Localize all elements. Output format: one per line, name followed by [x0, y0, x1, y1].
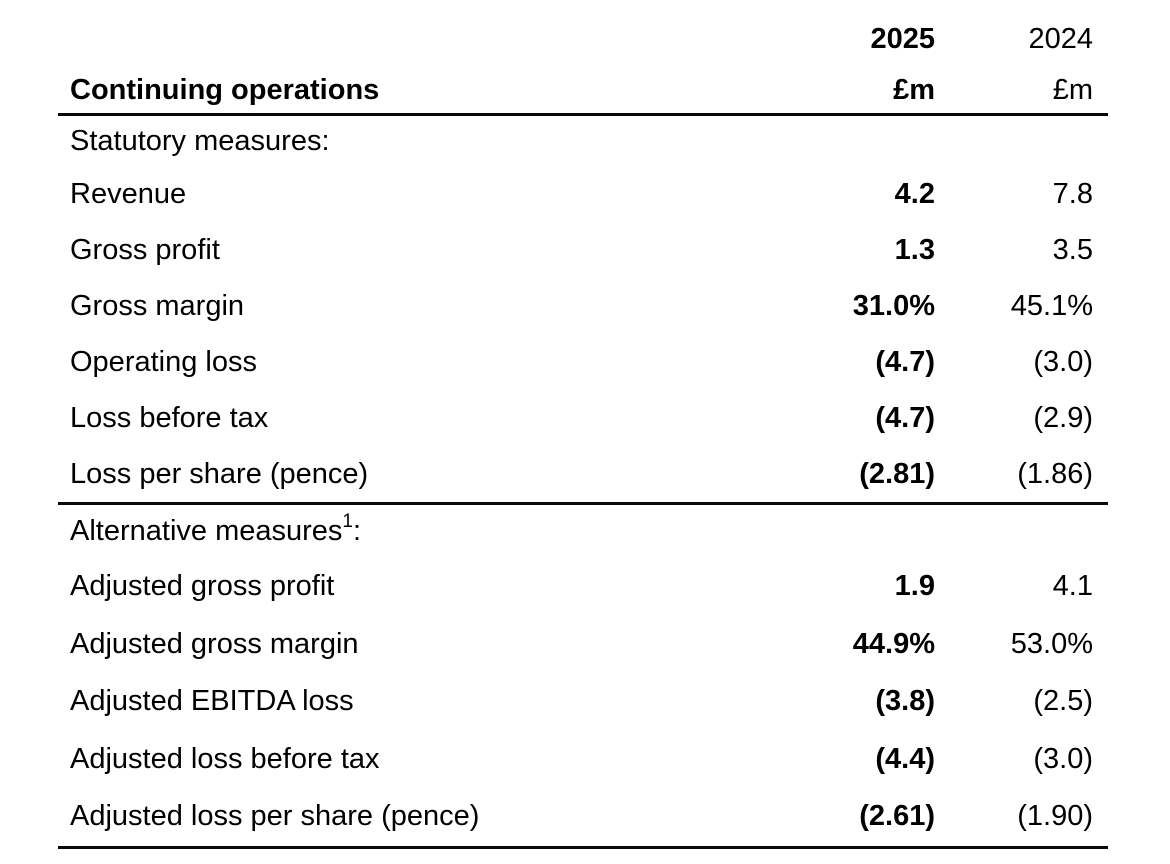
section-heading-colon: :: [352, 515, 362, 548]
table-row: Loss before tax (4.7) (2.9): [58, 390, 1108, 446]
table-row: Revenue 4.2 7.8: [58, 166, 1108, 222]
value-2025: 44.9%: [852, 627, 935, 660]
financial-summary-table: 2025 2024 Continuing operations £m £m St…: [58, 10, 1108, 849]
table-row: Gross profit 1.3 3.5: [58, 222, 1108, 278]
row-label: Loss per share (pence): [70, 457, 369, 490]
row-label: Adjusted EBITDA loss: [70, 685, 354, 718]
table-row: Adjusted EBITDA loss (3.8) (2.5): [58, 673, 1108, 731]
year-header-2025: 2025: [870, 22, 935, 55]
unit-label-2024: £m: [1052, 74, 1093, 107]
value-2024: 7.8: [1052, 177, 1093, 210]
table-row: Operating loss (4.7) (3.0): [58, 334, 1108, 390]
table-row: Adjusted loss before tax (4.4) (3.0): [58, 731, 1108, 789]
row-label: Adjusted loss before tax: [70, 742, 380, 775]
value-2024: (2.5): [1033, 685, 1093, 718]
row-label: Adjusted gross profit: [70, 570, 335, 603]
value-2024: (3.0): [1033, 345, 1093, 378]
value-2024: 45.1%: [1010, 289, 1093, 322]
value-2025: (3.8): [875, 685, 935, 718]
value-2024: 53.0%: [1010, 627, 1093, 660]
value-2025: 1.3: [894, 233, 935, 266]
row-label: Gross margin: [70, 289, 245, 322]
value-2025: (4.7): [875, 401, 935, 434]
year-header-2024: 2024: [1028, 22, 1093, 55]
table-row: Adjusted gross margin 44.9% 53.0%: [58, 616, 1108, 674]
year-header-row: 2025 2024: [58, 10, 1108, 68]
section-heading: Statutory measures:: [58, 124, 775, 159]
value-2024: (2.9): [1033, 401, 1093, 434]
value-2024: 3.5: [1052, 233, 1093, 266]
table-section: Alternative measures1: Adjusted gross pro…: [58, 505, 1108, 849]
footnote-marker: 1: [342, 511, 353, 533]
value-2025: (4.4): [875, 742, 935, 775]
value-2025: (4.7): [875, 345, 935, 378]
value-2024: (3.0): [1033, 742, 1093, 775]
section-heading: Alternative measures1:: [58, 511, 775, 549]
value-2025: 1.9: [894, 570, 935, 603]
value-2025: (2.61): [859, 800, 935, 833]
table-body: Statutory measures: Revenue 4.2 7.8 Gross pr…: [58, 116, 1108, 849]
table-row: Gross margin 31.0% 45.1%: [58, 278, 1108, 334]
table-section: Statutory measures: Revenue 4.2 7.8 Gross pr…: [58, 116, 1108, 505]
section-heading-row: Alternative measures1:: [58, 505, 1108, 558]
section-heading-text: Alternative measures: [70, 515, 343, 548]
value-2024: (1.90): [1017, 800, 1093, 833]
row-label: Gross profit: [70, 233, 220, 266]
section-heading-text: Statutory measures: [70, 124, 322, 157]
title-unit-header-row: Continuing operations £m £m: [58, 68, 1108, 116]
value-2024: (1.86): [1017, 457, 1093, 490]
unit-label-2025: £m: [893, 74, 935, 107]
value-2024: 4.1: [1052, 570, 1093, 603]
section-heading-colon: :: [321, 124, 330, 157]
section-heading-row: Statutory measures:: [58, 116, 1108, 166]
table-row: Loss per share (pence) (2.81) (1.86): [58, 446, 1108, 502]
row-label: Operating loss: [70, 345, 257, 378]
row-label: Revenue: [70, 177, 187, 210]
row-label: Adjusted loss per share (pence): [70, 800, 480, 833]
table-row: Adjusted loss per share (pence) (2.61) (1.…: [58, 788, 1108, 846]
row-label: Adjusted gross margin: [70, 627, 359, 660]
value-2025: 4.2: [894, 177, 935, 210]
row-label: Loss before tax: [70, 401, 269, 434]
table-row: Adjusted gross profit 1.9 4.1: [58, 558, 1108, 616]
value-2025: (2.81): [859, 457, 935, 490]
table-title: Continuing operations: [70, 74, 380, 107]
value-2025: 31.0%: [852, 289, 935, 322]
